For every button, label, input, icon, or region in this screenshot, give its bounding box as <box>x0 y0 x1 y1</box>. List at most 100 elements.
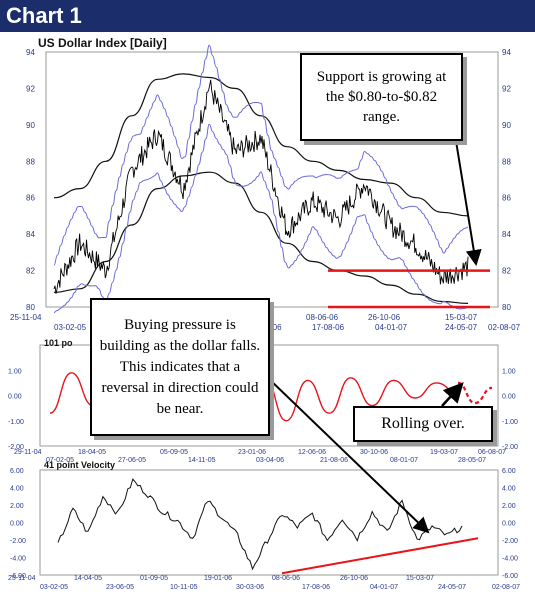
rolling-over-annotation: Rolling over. <box>353 406 493 442</box>
price-y-tick-right-3: 86 <box>502 194 511 203</box>
price-y-tick-right-6: 92 <box>502 84 511 93</box>
rolling-over-annotation-text: Rolling over. <box>381 415 465 432</box>
oscillator-y-tick-left-0: 1.00 <box>8 368 22 375</box>
price-lower-envelope <box>53 171 469 304</box>
velocity-panel-title: 41 point Velocity <box>44 460 115 470</box>
price-x-label-mid-0: 08-06-06 <box>306 313 339 322</box>
price-panel-title: US Dollar Index [Daily] <box>38 36 167 50</box>
price-y-tick-left-2: 84 <box>26 230 35 239</box>
velocity-y-tick-left-4: -2.00 <box>10 538 26 545</box>
velocity-x-label-bottom-2: 10-11-05 <box>170 584 198 591</box>
chart-header-bar: Chart 1 <box>0 0 535 32</box>
price-x-label-mid-1: -06 <box>270 323 282 332</box>
velocity-x-label-top-3: 19-01-06 <box>204 575 232 582</box>
oscillator-x-label-bottom-5: 08-01-07 <box>390 457 418 464</box>
price-x-label-bottom-2: 04-01-07 <box>375 323 408 332</box>
price-y-tick-right-7: 94 <box>502 48 511 57</box>
velocity-y-tick-left-2: 2.00 <box>10 503 24 510</box>
chart-header-title: Chart 1 <box>6 3 82 28</box>
velocity-y-tick-right-0: 6.00 <box>502 468 516 475</box>
velocity-series-line <box>57 478 463 571</box>
price-y-tick-right-2: 84 <box>502 230 511 239</box>
velocity-x-label-top-0: 25-11-04 <box>8 575 36 582</box>
oscillator-x-label-top-5: 30-10-06 <box>360 449 388 456</box>
oscillator-panel-title: 101 po <box>44 338 73 348</box>
oscillator-y-tick-left-1: 0.00 <box>8 394 22 401</box>
oscillator-x-label-bottom-6: 28-05-07 <box>458 457 486 464</box>
price-y-tick-right-1: 82 <box>502 267 511 276</box>
oscillator-y-tick-left-2: -1.00 <box>8 419 24 426</box>
velocity-x-label-top-4: 08-06-06 <box>272 575 300 582</box>
rolling-over-arrow <box>441 382 464 407</box>
price-inner-band-lower <box>53 123 469 313</box>
velocity-y-tick-right-4: -2.00 <box>502 538 518 545</box>
oscillator-x-label-top-2: 05-09-05 <box>160 449 188 456</box>
support-arrow <box>455 140 482 266</box>
velocity-x-label-bottom-1: 23-06-05 <box>106 584 134 591</box>
buying-pressure-arrow <box>267 377 430 534</box>
price-y-tick-left-3: 86 <box>26 194 35 203</box>
price-x-label-top-0: 25-11-04 <box>10 313 42 322</box>
oscillator-y-tick-left-3: -2.00 <box>8 444 24 451</box>
price-y-tick-left-1: 82 <box>26 267 35 276</box>
oscillator-x-label-top-7: 06-08-07 <box>478 449 506 456</box>
price-y-tick-left-6: 92 <box>26 84 35 93</box>
oscillator-y-tick-right-2: -1.00 <box>502 419 518 426</box>
velocity-x-label-bottom-3: 30-03-06 <box>236 584 264 591</box>
velocity-y-tick-right-1: 4.00 <box>502 486 516 493</box>
velocity-x-label-top-2: 01-09-05 <box>140 575 168 582</box>
velocity-x-label-top-6: 15-03-07 <box>406 575 434 582</box>
price-y-tick-left-0: 80 <box>26 303 35 312</box>
price-x-label-bottom-0: 03-02-05 <box>54 323 87 332</box>
price-x-label-bottom-3: 24-05-07 <box>445 323 478 332</box>
velocity-x-label-bottom-0: 03-02-05 <box>40 584 68 591</box>
velocity-y-tick-left-5: -4.00 <box>10 556 26 563</box>
velocity-x-label-bottom-5: 04-01-07 <box>370 584 398 591</box>
velocity-x-label-bottom-6: 24-05-07 <box>438 584 466 591</box>
price-x-label-top-3: 26-10-06 <box>368 313 401 322</box>
velocity-panel-frame <box>39 469 499 576</box>
price-series-line <box>53 79 469 294</box>
support-annotation: Support is growing at the $0.80-to-$0.82… <box>300 53 463 141</box>
price-y-tick-right-4: 88 <box>502 157 511 166</box>
buying-pressure-annotation-text: Buying pressure is building as the dolla… <box>99 316 261 417</box>
velocity-y-tick-right-5: -4.00 <box>502 556 518 563</box>
price-y-tick-left-4: 88 <box>26 157 35 166</box>
velocity-y-tick-left-6: -6.00 <box>10 573 26 580</box>
price-y-tick-right-5: 90 <box>502 121 511 130</box>
velocity-x-label-top-1: 14-04-05 <box>74 575 102 582</box>
oscillator-x-label-bottom-4: 21-08-06 <box>320 457 348 464</box>
price-y-tick-left-5: 90 <box>26 121 35 130</box>
oscillator-x-label-top-0: 29-11-04 <box>14 449 42 456</box>
oscillator-x-label-top-1: 18-04-05 <box>78 449 106 456</box>
price-y-tick-left-7: 94 <box>26 48 35 57</box>
oscillator-x-label-top-3: 23-01-06 <box>238 449 266 456</box>
oscillator-x-label-bottom-2: 14-11-05 <box>188 457 216 464</box>
price-x-label-bottom-4: 02-08-07 <box>488 323 521 332</box>
oscillator-x-label-top-4: 12-06-06 <box>298 449 326 456</box>
oscillator-x-label-bottom-3: 03-04-06 <box>256 457 284 464</box>
price-x-label-bottom-1: 17-08-06 <box>312 323 345 332</box>
velocity-y-tick-right-3: 0.00 <box>502 521 516 528</box>
oscillator-y-tick-right-0: 1.00 <box>502 368 516 375</box>
velocity-x-label-bottom-4: 17-08-06 <box>302 584 330 591</box>
velocity-trendline <box>281 537 479 575</box>
oscillator-x-label-bottom-0: 07-02-05 <box>46 457 74 464</box>
velocity-x-label-top-5: 26-10-06 <box>340 575 368 582</box>
price-x-label-top-4: 15-03-07 <box>445 313 478 322</box>
velocity-y-tick-right-2: 2.00 <box>502 503 516 510</box>
velocity-y-tick-left-0: 6.00 <box>10 468 24 475</box>
oscillator-x-label-bottom-1: 27-06-05 <box>118 457 146 464</box>
velocity-y-tick-left-1: 4.00 <box>10 486 24 493</box>
oscillator-y-tick-right-3: -2.00 <box>502 444 518 451</box>
velocity-x-label-bottom-7: 02-08-07 <box>492 584 520 591</box>
price-y-tick-right-0: 80 <box>502 303 511 312</box>
oscillator-x-label-top-6: 19-03-07 <box>430 449 458 456</box>
price-inner-band-upper <box>53 44 469 266</box>
price-upper-envelope <box>53 73 469 217</box>
buying-pressure-annotation: Buying pressure is building as the dolla… <box>90 298 270 436</box>
velocity-y-tick-right-6: -6.00 <box>502 573 518 580</box>
oscillator-y-tick-right-1: 0.00 <box>502 394 516 401</box>
support-annotation-text: Support is growing at the $0.80-to-$0.82… <box>316 69 447 125</box>
velocity-y-tick-left-3: 0.00 <box>10 521 24 528</box>
